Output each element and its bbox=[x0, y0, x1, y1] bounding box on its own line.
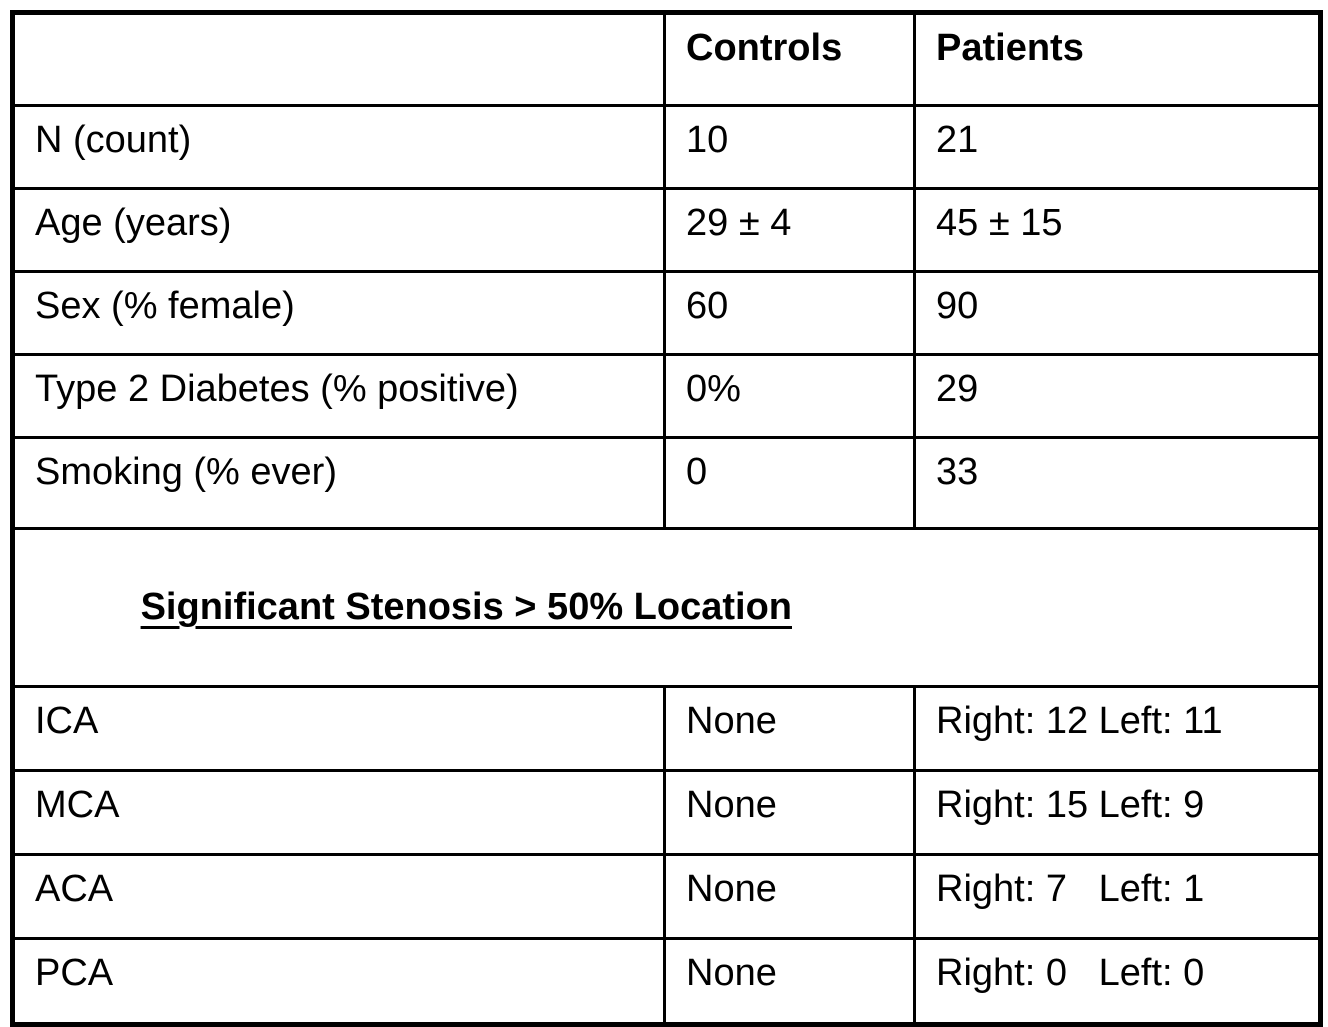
patients-value: 29 bbox=[913, 353, 1322, 439]
table-row: Type 2 Diabetes (% positive) 0% 29 bbox=[11, 353, 1322, 439]
header-empty-cell bbox=[11, 11, 666, 107]
row-label: ACA bbox=[11, 853, 666, 941]
header-patients: Patients bbox=[913, 11, 1322, 107]
controls-value: 10 bbox=[663, 104, 916, 190]
row-label: Sex (% female) bbox=[11, 270, 666, 356]
table-row: Age (years) 29 ± 4 45 ± 15 bbox=[11, 187, 1322, 273]
patients-value: Right: 0 Left: 0 bbox=[913, 937, 1322, 1027]
table-row: Sex (% female) 60 90 bbox=[11, 270, 1322, 356]
patients-value: Right: 15 Left: 9 bbox=[913, 769, 1322, 857]
patients-value: 90 bbox=[913, 270, 1322, 356]
controls-value: None bbox=[663, 769, 916, 857]
table-row: Smoking (% ever) 0 33 bbox=[11, 436, 1322, 530]
table-row: MCA None Right: 15 Left: 9 bbox=[11, 769, 1322, 857]
row-label: PCA bbox=[11, 937, 666, 1027]
controls-value: 0 bbox=[663, 436, 916, 530]
controls-value: None bbox=[663, 853, 916, 941]
page: Controls Patients N (count) 10 21 Age (y… bbox=[10, 10, 1323, 1027]
patients-value: Right: 12 Left: 11 bbox=[913, 685, 1322, 773]
table-row: ACA None Right: 7 Left: 1 bbox=[11, 853, 1322, 941]
table-header-row: Controls Patients bbox=[11, 11, 1322, 107]
controls-value: 60 bbox=[663, 270, 916, 356]
table-row: N (count) 10 21 bbox=[11, 104, 1322, 190]
header-controls: Controls bbox=[663, 11, 916, 107]
row-label: N (count) bbox=[11, 104, 666, 190]
row-label: Type 2 Diabetes (% positive) bbox=[11, 353, 666, 439]
section-header-cell: Significant Stenosis > 50% Location bbox=[11, 526, 1322, 689]
row-label: Smoking (% ever) bbox=[11, 436, 666, 530]
table-row: PCA None Right: 0 Left: 0 bbox=[11, 937, 1322, 1027]
controls-value: None bbox=[663, 685, 916, 773]
row-label: MCA bbox=[11, 769, 666, 857]
patients-value: Right: 7 Left: 1 bbox=[913, 853, 1322, 941]
demographics-table: Controls Patients N (count) 10 21 Age (y… bbox=[10, 10, 1323, 1027]
patients-value: 21 bbox=[913, 104, 1322, 190]
controls-value: 29 ± 4 bbox=[663, 187, 916, 273]
row-label: ICA bbox=[11, 685, 666, 773]
patients-value: 45 ± 15 bbox=[913, 187, 1322, 273]
controls-value: None bbox=[663, 937, 916, 1027]
patients-value: 33 bbox=[913, 436, 1322, 530]
section-header-text: Significant Stenosis > 50% Location bbox=[140, 585, 792, 628]
table-row: ICA None Right: 12 Left: 11 bbox=[11, 685, 1322, 773]
controls-value: 0% bbox=[663, 353, 916, 439]
section-header-row: Significant Stenosis > 50% Location bbox=[11, 526, 1322, 689]
row-label: Age (years) bbox=[11, 187, 666, 273]
